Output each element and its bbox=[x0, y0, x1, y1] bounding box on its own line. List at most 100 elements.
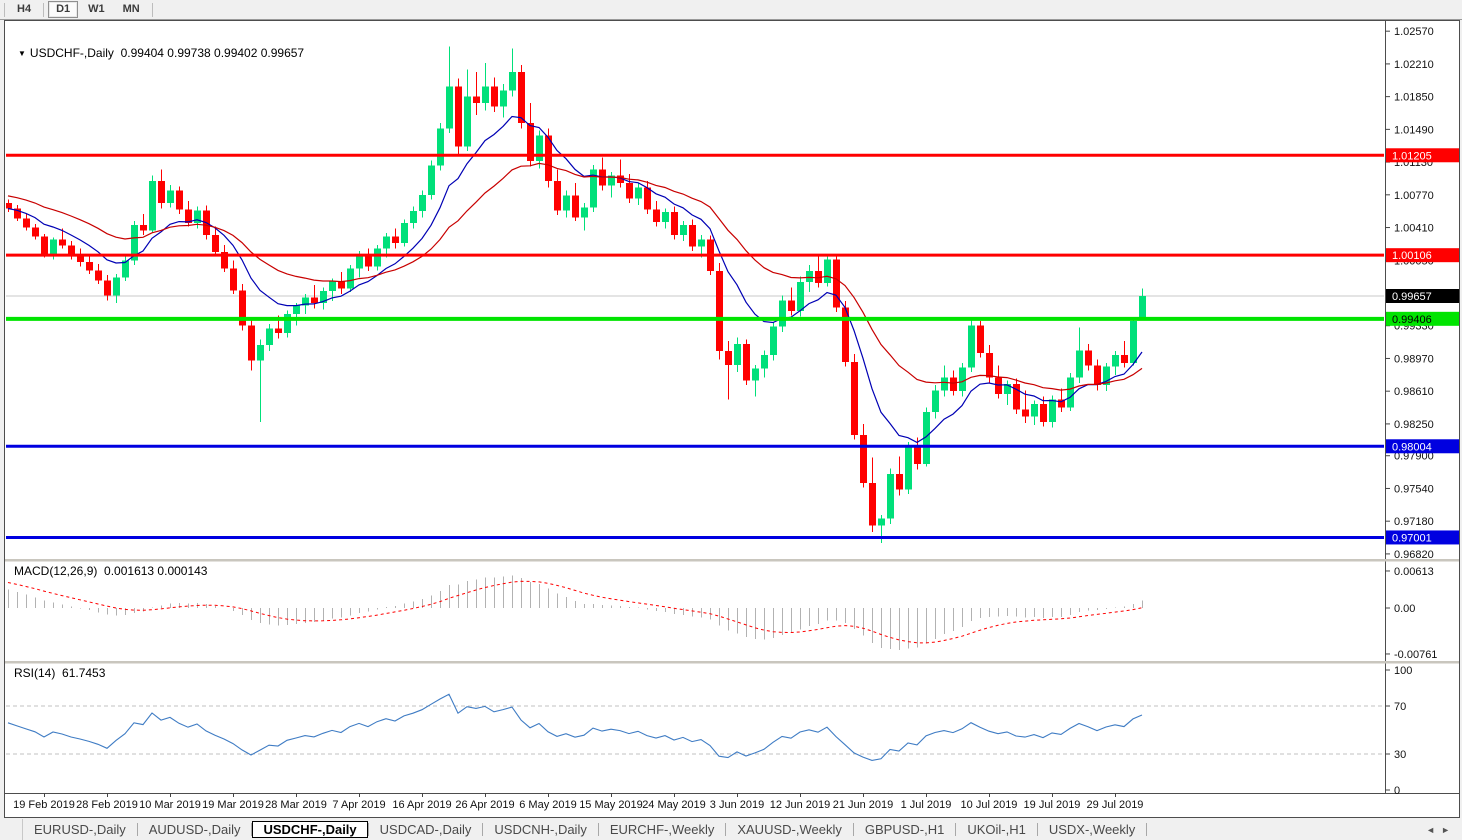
resistance-level-label-text: 1.00106 bbox=[1392, 250, 1432, 262]
price-tick-label: 0.98250 bbox=[1394, 419, 1434, 431]
toolbar: H4 D1 W1 MN bbox=[0, 0, 1462, 20]
date-axis[interactable]: 19 Feb 2019 28 Feb 2019 10 Mar 2019 19 Mar … bbox=[13, 793, 1143, 811]
candles bbox=[6, 46, 1146, 543]
tab-usdcnh-daily[interactable]: USDCNH-,Daily bbox=[494, 822, 587, 837]
date-label: 21 Jun 2019 bbox=[833, 799, 894, 811]
date-label: 29 Jul 2019 bbox=[1087, 799, 1144, 811]
macd-label: MACD(12,26,9) 0.001613 0.000143 bbox=[14, 564, 207, 578]
tab-scroll-arrows: ◄► bbox=[1426, 825, 1456, 835]
macd-tick-label: 0.00 bbox=[1394, 603, 1415, 615]
date-label: 3 Jun 2019 bbox=[710, 799, 764, 811]
date-label: 26 Apr 2019 bbox=[455, 799, 514, 811]
price-axis[interactable]: 1.025701.022101.018501.014901.011301.007… bbox=[1385, 26, 1459, 797]
tab-separator bbox=[725, 823, 727, 836]
chart-ohlc: 0.99404 0.99738 0.99402 0.99657 bbox=[120, 46, 305, 60]
date-label: 16 Apr 2019 bbox=[392, 799, 451, 811]
price-tick-label: 0.97180 bbox=[1394, 516, 1434, 528]
support-level-label-text: 0.97001 bbox=[1392, 532, 1432, 544]
rsi-name: RSI(14) bbox=[14, 666, 56, 680]
resistance-level-label-text: 1.01205 bbox=[1392, 150, 1432, 162]
tab-scroll-right-icon[interactable]: ► bbox=[1441, 824, 1456, 835]
price-tick-label: 1.01850 bbox=[1394, 92, 1434, 104]
date-label: 19 Mar 2019 bbox=[202, 799, 264, 811]
price-tick-label: 0.98610 bbox=[1394, 386, 1434, 398]
toolbar-divider bbox=[151, 2, 153, 17]
rsi-label: RSI(14) 61.7453 bbox=[14, 666, 105, 680]
chart-canvas[interactable]: 1.025701.022101.018501.014901.011301.007… bbox=[4, 20, 1461, 819]
price-tick-label: 1.00770 bbox=[1394, 190, 1434, 202]
timeframe-button-w1[interactable]: W1 bbox=[88, 3, 105, 15]
chart-symbol: USDCHF-,Daily bbox=[29, 46, 114, 60]
tab-separator bbox=[251, 823, 253, 836]
chevron-down-icon[interactable]: ▼ bbox=[18, 49, 26, 58]
tab-eurchf-weekly[interactable]: EURCHF-,Weekly bbox=[609, 822, 715, 837]
date-label: 24 May 2019 bbox=[642, 799, 706, 811]
timeframe-button-d1[interactable]: D1 bbox=[48, 1, 79, 18]
price-tick-label: 1.02570 bbox=[1394, 26, 1434, 38]
tab-separator bbox=[367, 823, 369, 836]
date-label: 7 Apr 2019 bbox=[332, 799, 385, 811]
tab-separator bbox=[852, 823, 854, 836]
support-level-label-text: 0.98004 bbox=[1392, 441, 1432, 453]
rsi-tick-label: 30 bbox=[1394, 749, 1406, 761]
price-tick-label: 0.96820 bbox=[1394, 549, 1434, 561]
price-tick-label: 0.97900 bbox=[1394, 451, 1434, 463]
price-tick-label: 0.97540 bbox=[1394, 483, 1434, 495]
price-tick-label: 1.02210 bbox=[1394, 59, 1434, 71]
tab-separator bbox=[482, 823, 484, 836]
current-price-label bbox=[1386, 289, 1459, 303]
macd-signal-line bbox=[7, 580, 1143, 644]
date-label: 6 May 2019 bbox=[519, 799, 576, 811]
panel-splitter[interactable] bbox=[5, 661, 1459, 664]
tab-eurusd-daily[interactable]: EURUSD-,Daily bbox=[34, 822, 126, 837]
tab-separator bbox=[597, 823, 599, 836]
date-label: 19 Feb 2019 bbox=[13, 799, 75, 811]
chart-tabbar: EURUSD-,Daily AUDUSD-,Daily USDCHF-,Daily U… bbox=[0, 819, 1462, 840]
timeframe-button-h4[interactable]: H4 bbox=[17, 3, 32, 15]
tab-separator bbox=[1146, 823, 1148, 836]
date-label: 19 Jul 2019 bbox=[1024, 799, 1081, 811]
rsi-panel[interactable] bbox=[6, 693, 1384, 761]
price-tick-label: 1.00410 bbox=[1394, 223, 1434, 235]
tab-usdx-weekly[interactable]: USDX-,Weekly bbox=[1048, 822, 1136, 837]
tab-separator bbox=[136, 823, 138, 836]
rsi-value: 61.7453 bbox=[62, 666, 106, 680]
rsi-tick-label: 0 bbox=[1394, 785, 1400, 797]
support-level-label bbox=[1386, 311, 1459, 326]
chart-tabs: EURUSD-,Daily AUDUSD-,Daily USDCHF-,Daily U… bbox=[23, 819, 1148, 840]
window-frame bbox=[4, 20, 1460, 818]
rsi-tick-label: 70 bbox=[1394, 701, 1406, 713]
price-tick-label: 0.98970 bbox=[1394, 353, 1434, 365]
macd-tick-label: 0.00613 bbox=[1394, 566, 1434, 578]
macd-values: 0.001613 0.000143 bbox=[104, 564, 208, 578]
panel-splitter[interactable] bbox=[5, 559, 1459, 562]
tab-audusd-daily[interactable]: AUDUSD-,Daily bbox=[148, 822, 241, 837]
date-label: 10 Mar 2019 bbox=[139, 799, 201, 811]
tab-separator bbox=[1036, 823, 1038, 836]
current-price-label-text: 0.99657 bbox=[1392, 291, 1432, 303]
rsi-tick-label: 100 bbox=[1394, 665, 1412, 677]
macd-name: MACD(12,26,9) bbox=[14, 564, 98, 578]
support-level-label bbox=[1386, 439, 1459, 454]
toolbar-divider bbox=[43, 2, 45, 17]
rsi-line bbox=[7, 693, 1143, 761]
ma-slow-line bbox=[7, 162, 1143, 391]
date-label: 28 Feb 2019 bbox=[76, 799, 138, 811]
tab-gbpusd-h1[interactable]: GBPUSD-,H1 bbox=[864, 822, 945, 837]
timeframe-button-mn[interactable]: MN bbox=[122, 3, 140, 15]
ma-fast-line bbox=[7, 115, 1143, 444]
tab-usdchf-daily[interactable]: USDCHF-,Daily bbox=[252, 821, 368, 838]
chart-window: 1.02570 1.02210 1.01850 1.01490 1.01130 1.007… bbox=[4, 20, 1461, 819]
tab-ukoil-h1[interactable]: UKOil-,H1 bbox=[967, 822, 1026, 837]
macd-tick-label: -0.00761 bbox=[1394, 649, 1437, 661]
tab-usdcad-daily[interactable]: USDCAD-,Daily bbox=[379, 822, 472, 837]
chart-title: ▼ USDCHF-,Daily 0.99404 0.99738 0.99402 0… bbox=[18, 46, 304, 60]
tab-xauusd-weekly[interactable]: XAUUSD-,Weekly bbox=[737, 822, 842, 837]
tab-scroll-left-icon[interactable]: ◄ bbox=[1426, 824, 1442, 835]
price-panel[interactable] bbox=[5, 46, 1384, 543]
tab-separator bbox=[955, 823, 957, 836]
resistance-level-label bbox=[1386, 148, 1459, 163]
macd-panel[interactable] bbox=[7, 575, 1143, 651]
date-label: 12 Jun 2019 bbox=[770, 799, 831, 811]
date-label: 28 Mar 2019 bbox=[265, 799, 327, 811]
